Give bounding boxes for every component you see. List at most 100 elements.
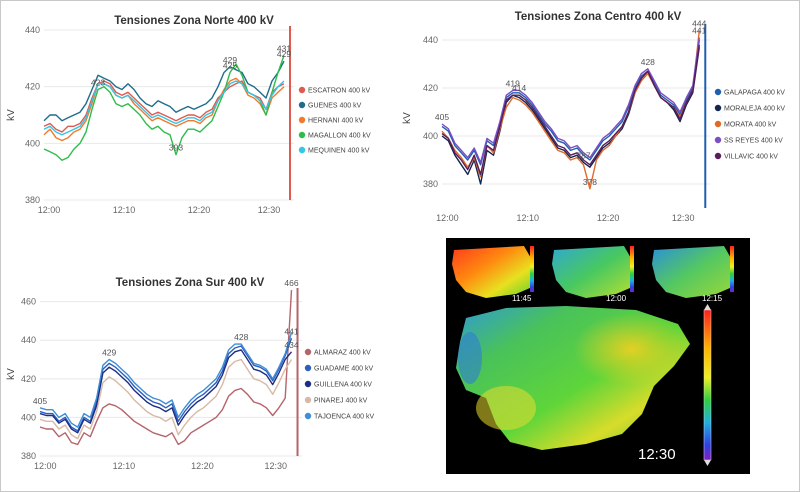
x-tick-label: 12:10: [516, 213, 539, 222]
legend-entry: MEQUINEN 400 kV: [308, 148, 370, 155]
small-map-time-3: 12:15: [702, 294, 723, 303]
data-label: 429: [223, 55, 237, 65]
x-tick-label: 12:30: [265, 461, 288, 471]
data-label: 405: [33, 396, 47, 406]
legend-marker: [298, 131, 306, 139]
series-line-0: [39, 290, 293, 446]
chart-title: Tensiones Zona Norte 400 kV: [114, 15, 274, 27]
x-tick-label: 12:20: [188, 205, 211, 215]
y-tick-label: 380: [21, 451, 36, 461]
legend-marker: [714, 120, 722, 128]
y-tick-label: 400: [423, 131, 438, 141]
data-label: 393: [169, 143, 183, 153]
legend-marker: [298, 86, 306, 94]
legend-marker: [304, 396, 312, 404]
chart-centro: Tensiones Zona Centro 400 kV kV 380 400 420 4…: [402, 11, 785, 222]
small-map-time-1: 11:45: [512, 294, 532, 303]
legend-marker: [714, 152, 722, 160]
series-line-3: [39, 358, 293, 440]
series-line-2: [39, 349, 293, 434]
x-tick-label: 12:10: [113, 205, 136, 215]
x-tick-label: 12:10: [113, 461, 136, 471]
chart-sur: Tensiones Zona Sur 400 kV kV 380 400 420 440 4…: [6, 277, 375, 471]
data-label: 425: [223, 61, 237, 71]
small-map-time-2: 12:00: [606, 294, 627, 303]
data-label: 387: [576, 150, 590, 160]
voltage-heatmap-panel: 11:45 12:00 12:15 12:30: [446, 238, 750, 474]
main-map: [456, 306, 690, 450]
data-label: 405: [435, 112, 449, 122]
legend-marker: [298, 116, 306, 124]
x-tick-label: 12:00: [34, 461, 57, 471]
data-label: 441: [692, 26, 706, 36]
y-axis-label: kV: [402, 112, 413, 124]
x-tick-label: 12:30: [672, 213, 695, 222]
legend-marker: [304, 380, 312, 388]
data-label: 441: [284, 326, 298, 336]
x-tick-label: 12:30: [258, 205, 281, 215]
y-tick-label: 400: [21, 412, 36, 422]
heatmap-svg: 11:45 12:00 12:15 12:30: [452, 246, 734, 466]
legend-entry: SS REYES 400 kV: [724, 138, 783, 145]
data-label: 429: [102, 348, 116, 358]
legend-entry: GUENES 400 kV: [308, 103, 362, 110]
y-axis-label: kV: [6, 368, 17, 380]
series-line-3: [441, 37, 700, 164]
series-line-4: [39, 332, 293, 428]
legend-entry: ALMARAZ 400 kV: [314, 350, 371, 357]
y-tick-label: 400: [25, 138, 40, 148]
series-line-3: [43, 55, 285, 162]
legend-marker: [304, 364, 312, 372]
x-tick-label: 12:20: [597, 213, 620, 222]
series-line-0: [441, 39, 700, 166]
y-tick-label: 460: [21, 297, 36, 307]
y-tick-label: 440: [25, 25, 40, 35]
x-tick-label: 12:00: [38, 205, 61, 215]
chart-title: Tensiones Zona Sur 400 kV: [116, 277, 265, 289]
data-label: 434: [284, 340, 298, 350]
legend-entry: MAGALLON 400 kV: [308, 133, 371, 140]
data-label: 428: [641, 57, 655, 67]
series-line-4: [43, 80, 285, 136]
data-label: 428: [234, 332, 248, 342]
legend-marker: [714, 136, 722, 144]
legend-entry: MORATA 400 kV: [724, 122, 777, 129]
small-map-2: [552, 246, 634, 298]
data-label: 444: [692, 18, 706, 28]
series-line-1: [39, 338, 293, 432]
data-label: 431: [277, 44, 291, 54]
x-tick-label: 12:20: [191, 461, 214, 471]
chart-title: Tensiones Zona Centro 400 kV: [515, 11, 682, 23]
data-label: 423: [91, 78, 105, 88]
data-label: 429: [277, 49, 291, 59]
legend-entry: GUILLENA 400 kV: [314, 382, 372, 389]
legend-entry: GUADAME 400 kV: [314, 366, 373, 373]
y-tick-label: 440: [423, 35, 438, 45]
legend-marker: [298, 146, 306, 154]
legend-entry: PINAREJ 400 kV: [314, 398, 368, 405]
y-axis-label: kV: [6, 109, 17, 121]
data-label: 419: [506, 78, 520, 88]
y-tick-label: 420: [21, 374, 36, 384]
y-tick-label: 420: [25, 82, 40, 92]
x-tick-label: 12:00: [436, 213, 459, 222]
legend-marker: [304, 412, 312, 420]
data-label: 414: [512, 83, 526, 93]
legend-entry: VILLAVIC 400 kV: [724, 154, 778, 161]
y-tick-label: 420: [423, 83, 438, 93]
main-map-time: 12:30: [638, 446, 676, 463]
legend-entry: TAJOENCA 400 kV: [314, 414, 375, 421]
legend-entry: GALAPAGA 400 kV: [724, 90, 785, 97]
legend-marker: [714, 104, 722, 112]
y-tick-label: 380: [25, 195, 40, 205]
main-map-scale: [703, 304, 712, 466]
data-label: 466: [284, 278, 298, 288]
chart-norte: Tensiones Zona Norte 400 kV kV 380 400 420 44…: [6, 15, 371, 215]
legend-marker: [304, 348, 312, 356]
legend-marker: [714, 88, 722, 96]
y-tick-label: 440: [21, 335, 36, 345]
legend-marker: [298, 101, 306, 109]
small-map-3: [652, 246, 734, 298]
data-label: 378: [583, 177, 597, 187]
legend-entry: ESCATRON 400 kV: [308, 88, 370, 95]
